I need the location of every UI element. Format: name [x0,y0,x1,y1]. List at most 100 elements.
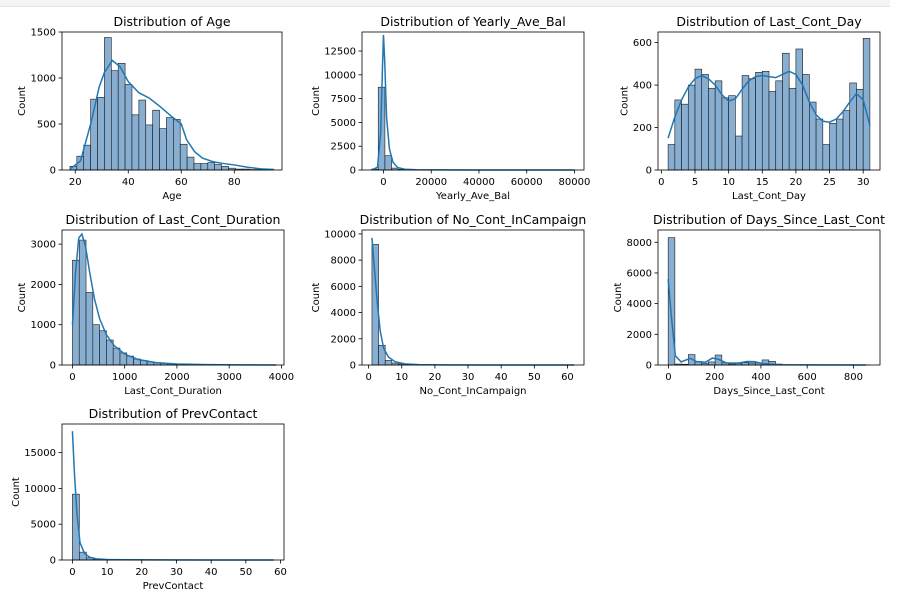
x-tick-label: 2000 [164,372,189,383]
y-tick-label: 15000 [24,448,56,459]
x-axis-label: No_Cont_InCampaign [419,386,526,397]
x-tick-label: 0 [380,177,386,188]
histogram-bar [708,87,716,171]
histogram-bar [835,118,844,171]
histogram-bars [667,237,870,366]
chart-title: Distribution of No_Cont_InCampaign [360,212,587,227]
histogram-bar [687,84,696,171]
axes-frame [657,31,881,171]
x-tick-label: 1000 [112,372,137,383]
histogram-bar [856,89,864,171]
histogram-bar [775,80,783,171]
x-tick-label: 20 [429,372,442,383]
x-tick-label: 0 [665,372,671,383]
histogram-bar [117,62,126,171]
y-tick-label: 0 [646,361,652,372]
chart-panel-3: 0 5 10 15 20 25 30 0 200 400 600 Distribution of La… [619,14,881,202]
y-tick-label: 7500 [331,94,356,105]
x-tick-label: 50 [528,372,541,383]
histogram-bar [221,166,229,171]
x-tick-label: 30 [857,177,870,188]
x-tick-label: 0 [69,567,75,578]
kde-line [69,59,275,171]
y-tick-label: 4000 [627,299,652,310]
x-tick-label: 80000 [559,177,591,188]
histogram-bar [214,164,222,171]
histogram-bar [85,292,94,366]
histogram-bar [124,84,133,171]
kde-line [667,70,871,139]
y-axis-label: Count [613,283,624,313]
y-tick-label: 10000 [24,484,56,495]
histogram-bar [104,37,112,171]
histogram-bar [728,95,736,171]
histogram-bar [667,144,676,171]
x-tick-label: 0 [658,177,664,188]
axes-frame [657,229,881,366]
histogram-bar [681,103,689,171]
x-tick-label: 60 [175,177,188,188]
kde-line [371,34,575,171]
histogram-bar [822,144,830,171]
y-tick-label: 2500 [331,142,356,153]
y-tick-label: 0 [350,166,356,177]
chart-panel-5: 0 10 20 30 40 50 60 0 2000 4000 6000 8000 10000 Distr… [311,212,586,397]
x-tick-label: 0 [365,372,371,383]
y-tick-label: 5000 [331,118,356,129]
x-tick-label: 800 [844,372,863,383]
histogram-bars [371,86,573,171]
y-tick-label: 3000 [31,240,56,251]
y-tick-label: 0 [50,166,56,177]
histogram-bar [829,122,837,171]
x-tick-label: 30 [462,372,475,383]
histogram-bar [99,330,107,366]
y-tick-label: 2000 [31,280,56,291]
histogram-bar [145,124,153,171]
histogram-bar [112,347,121,366]
y-tick-label: 0 [50,556,56,567]
x-tick-label: 10 [722,177,735,188]
histogram-bar [735,135,743,171]
kde-line [71,232,277,366]
x-tick-label: 30 [170,567,183,578]
x-tick-label: 40 [205,567,218,578]
kde-line [667,279,866,366]
y-tick-label: 500 [37,120,56,131]
y-axis-label: Count [619,86,630,116]
x-tick-label: 10 [101,567,114,578]
y-tick-label: 8000 [627,238,652,249]
histogram-bar [768,91,777,171]
histogram-bar [782,52,790,171]
x-axis-label: Yearly_Ave_Bal [435,191,510,202]
output-cell-scrollbar [0,0,890,7]
x-tick-label: 10 [395,372,408,383]
y-tick-label: 2000 [331,334,356,345]
y-tick-label: 2000 [627,330,652,341]
kde-line [71,431,274,561]
y-axis-label: Count [311,283,322,313]
chart-panel-4: 0 1000 2000 3000 4000 0 1000 2000 3000 Distributi… [17,212,294,397]
axes-frame [61,31,283,171]
histogram-bar [748,78,756,171]
histogram-bar [842,110,851,171]
x-axis-label: Age [162,191,181,202]
chart-panel-2: 0 20000 40000 60000 80000 0 2500 5000 7500 10000 1… [311,14,590,202]
y-tick-label: 0 [350,361,356,372]
chart-title: Distribution of PrevContact [89,406,258,421]
histogram-bar [815,118,824,171]
histogram-bar [701,74,709,171]
y-tick-label: 0 [50,361,56,372]
x-tick-label: 3000 [216,372,241,383]
y-tick-label: 1500 [31,28,56,39]
x-tick-label: 15 [756,177,769,188]
y-tick-label: 12500 [324,47,356,58]
x-tick-label: 400 [751,372,770,383]
axes-frame [61,423,285,561]
y-tick-label: 10000 [324,70,356,81]
x-tick-label: 600 [798,372,817,383]
axes-frame [361,229,585,366]
chart-panel-1: 20 40 60 80 0 500 1000 1500 Distribution of Age A… [17,14,283,202]
histogram-bar [741,75,750,171]
y-tick-label: 1000 [31,320,56,331]
